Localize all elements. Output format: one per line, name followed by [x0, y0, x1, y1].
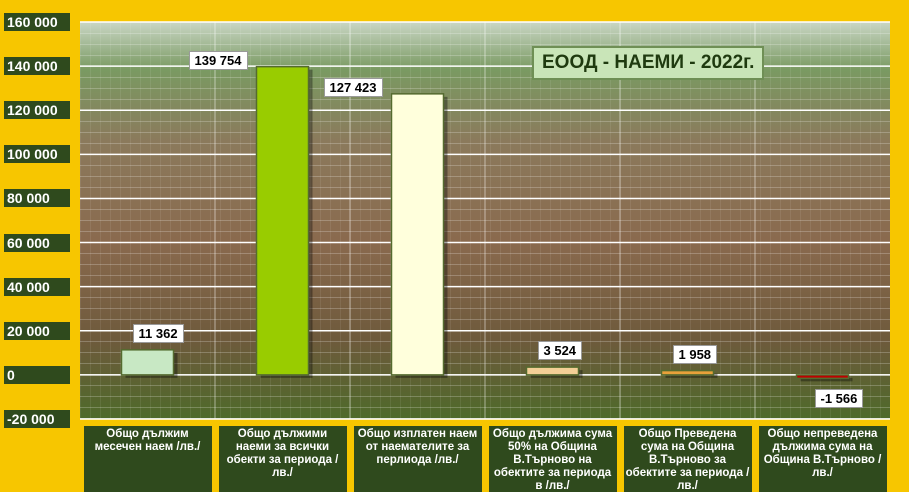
y-tick-label: -20 000 — [4, 410, 70, 428]
bar — [660, 369, 715, 376]
x-tick-label: Общо дължима сума 50% на Община В.Търнов… — [488, 426, 617, 492]
data-label: 3 524 — [537, 341, 583, 361]
y-tick-label: 20 000 — [4, 321, 70, 340]
x-tick-label: Общо дължими наеми за всички обекти за п… — [218, 426, 347, 492]
data-label: 11 362 — [132, 323, 184, 343]
y-tick-label: 0 — [4, 365, 70, 384]
bar — [795, 374, 850, 380]
y-tick-label: 140 000 — [4, 57, 70, 76]
y-tick-label: 100 000 — [4, 145, 70, 164]
y-tick-label: 60 000 — [4, 233, 70, 252]
data-label: -1 566 — [814, 388, 864, 408]
y-tick-label: 80 000 — [4, 189, 70, 208]
data-label: 1 958 — [672, 344, 718, 364]
data-label: 139 754 — [188, 50, 248, 70]
x-tick-label: Общо Преведена сума на Община В.Търново … — [623, 426, 752, 492]
bar-shadow — [800, 377, 853, 382]
y-tick-label: 40 000 — [4, 277, 70, 296]
bar — [390, 93, 445, 376]
y-tick-label: 120 000 — [4, 101, 70, 120]
x-tick-label: Общо непреведена дължима сума на Община … — [758, 426, 887, 492]
x-tick-label: Общо дължим месечен наем /лв./ — [83, 426, 212, 492]
x-tick-label: Общо изплатен наем от наемателите за пер… — [353, 426, 482, 492]
bar-shadow — [665, 373, 718, 378]
data-label: 127 423 — [323, 77, 383, 97]
bar — [120, 349, 175, 376]
y-tick-label: 160 000 — [4, 13, 70, 31]
bar — [525, 366, 580, 376]
chart-title: ЕООД - НАЕМИ - 2022г. — [532, 46, 765, 80]
bar — [255, 65, 310, 376]
